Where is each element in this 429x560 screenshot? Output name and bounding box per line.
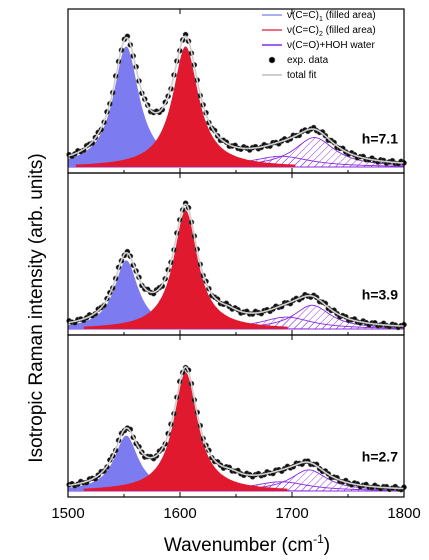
x-axis-label-close: ) <box>324 535 330 556</box>
x-axis-label: Wavenumber (cm-1) <box>164 532 330 556</box>
component--c-c-2-area <box>83 210 288 329</box>
component--c-c-1-area <box>68 46 236 167</box>
panel-3: h=2.7 <box>66 334 407 498</box>
legend-entry: total fit <box>262 70 317 81</box>
component--c-c-1-area <box>68 435 229 491</box>
x-axis-label-sup: -1 <box>313 532 324 546</box>
panels-layer: h=7.1 h=3.9 h=2.7 <box>66 8 407 498</box>
x-tick-label: 1800 <box>387 505 420 522</box>
x-tick-label: 1500 <box>51 505 84 522</box>
component--c-c-2-area <box>75 46 296 167</box>
legend-label: ν(C=O)+HOH water <box>287 40 375 51</box>
legend-label: ν(C=C)2 (filled area) <box>287 25 376 38</box>
panel-label: h=2.7 <box>362 448 398 464</box>
legend-entry: exp. data <box>268 55 329 66</box>
legend-label: total fit <box>287 70 317 81</box>
total-fit-line <box>67 35 405 164</box>
x-tick-label: 1700 <box>275 505 308 522</box>
component--c-c-2-area <box>83 372 288 491</box>
component--c-c-1-area <box>68 260 229 329</box>
total-fit-line <box>67 203 404 327</box>
legend-entry: ν(C=O)+HOH water <box>262 40 375 51</box>
legend-label: exp. data <box>287 55 329 66</box>
y-axis-label: Isotropic Raman intensity (arb. units) <box>26 153 47 462</box>
x-tick-label: 1600 <box>163 505 196 522</box>
x-tick-labels: 1500 1600 1700 1800 <box>51 505 420 522</box>
legend-entry: ν(C=C)1 (filled area) <box>262 10 376 23</box>
legend: ν(C=C)1 (filled area) ν(C=C)2 (filled are… <box>262 10 376 81</box>
legend-entry: ν(C=C)2 (filled area) <box>262 25 376 38</box>
legend-dot-marker <box>268 56 276 64</box>
legend-label: ν(C=C)1 (filled area) <box>287 10 376 23</box>
x-axis-label-main: Wavenumber (cm <box>164 535 313 556</box>
panel-label: h=3.9 <box>362 286 398 302</box>
panel-2: h=3.9 <box>66 172 407 336</box>
total-fit-line <box>67 365 404 490</box>
panel-label: h=7.1 <box>362 130 398 146</box>
panel-1: h=7.1 <box>66 8 407 174</box>
